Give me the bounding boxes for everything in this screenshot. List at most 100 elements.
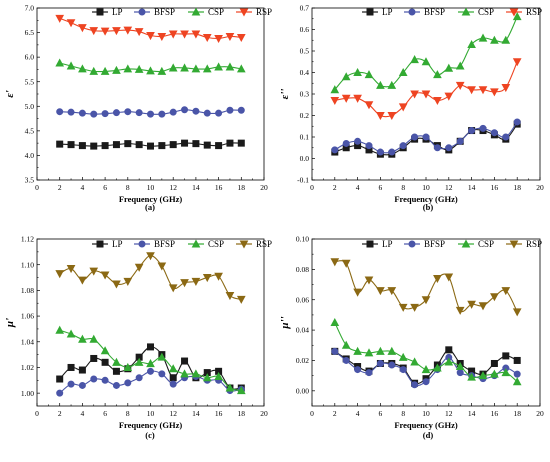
data-point — [56, 140, 64, 148]
y-tick-label: 0.7 — [300, 4, 310, 13]
data-point — [513, 356, 521, 364]
data-point — [422, 133, 430, 141]
data-point — [169, 380, 177, 388]
x-tick-label: 14 — [468, 409, 476, 418]
data-point — [513, 370, 521, 378]
x-tick-label: 16 — [215, 409, 223, 418]
data-point — [478, 302, 488, 311]
data-point — [410, 90, 419, 99]
data-point — [158, 142, 166, 150]
x-tick-label: 10 — [147, 183, 155, 192]
data-point — [215, 109, 223, 117]
data-point — [364, 70, 374, 79]
data-point — [55, 325, 65, 334]
legend-marker — [191, 7, 201, 16]
y-tick-label: 0.10 — [296, 235, 309, 244]
data-point — [134, 64, 144, 73]
legend-marker — [461, 7, 471, 16]
data-point — [421, 57, 431, 66]
data-point — [112, 367, 120, 375]
data-point — [180, 30, 189, 39]
x-tick-label: 18 — [513, 183, 521, 192]
legend-label: BFSP — [154, 7, 175, 17]
data-point — [421, 90, 431, 99]
y-tick-label: 6.5 — [25, 28, 35, 37]
data-point — [55, 14, 65, 23]
data-point — [225, 383, 235, 392]
data-point — [135, 109, 143, 117]
x-tick-label: 12 — [169, 409, 177, 418]
legend-label: BFSP — [424, 7, 445, 17]
data-point — [123, 362, 133, 371]
y-tick-label: 0.06 — [296, 295, 309, 304]
series-lp — [56, 139, 245, 150]
data-point — [89, 27, 99, 36]
data-point — [100, 346, 110, 355]
data-point — [181, 106, 189, 114]
y-tick-label: 7.0 — [25, 4, 35, 13]
data-point — [512, 58, 522, 67]
data-point — [479, 124, 487, 132]
data-point — [502, 133, 510, 141]
x-tick-label: 18 — [238, 409, 246, 418]
data-point — [90, 375, 98, 383]
data-point — [214, 272, 223, 281]
data-point — [112, 280, 121, 289]
y-tick-label: 0.02 — [296, 356, 309, 365]
x-tick-label: 6 — [103, 409, 107, 418]
data-point — [202, 33, 212, 43]
data-point — [157, 33, 167, 42]
legend-marker — [509, 8, 519, 17]
legend-marker — [191, 239, 201, 248]
data-point — [433, 96, 442, 106]
data-point — [330, 258, 340, 267]
data-point — [55, 270, 65, 279]
data-point — [191, 64, 201, 73]
data-point — [135, 374, 143, 382]
data-point — [478, 371, 488, 380]
data-point — [89, 267, 99, 276]
data-point — [123, 26, 133, 35]
data-point — [433, 144, 441, 152]
legend-label: RSP — [526, 239, 542, 249]
data-point — [101, 142, 109, 150]
y-tick-label: 0.2 — [300, 111, 310, 120]
data-point — [236, 386, 246, 395]
data-point — [354, 137, 362, 145]
legend-label: CSP — [208, 7, 224, 17]
data-point — [376, 80, 385, 89]
x-tick-label: 10 — [147, 409, 155, 418]
data-point — [147, 110, 154, 118]
x-tick-label: 12 — [445, 409, 453, 418]
y-tick-label: 0.08 — [296, 265, 309, 274]
x-tick-label: 0 — [35, 183, 39, 192]
legend: LP BFSP CSP RSP — [362, 7, 542, 17]
y-tick-label: 0.0 — [300, 154, 310, 163]
series-csp — [55, 58, 246, 75]
legend-marker — [96, 8, 104, 16]
data-point — [421, 365, 431, 374]
data-point — [364, 101, 374, 110]
data-point — [445, 346, 453, 354]
x-tick-label: 8 — [401, 183, 405, 192]
x-tick-label: 6 — [379, 409, 383, 418]
data-point — [101, 358, 109, 366]
data-point — [376, 346, 385, 355]
data-point — [124, 140, 132, 148]
series-csp — [330, 317, 522, 386]
x-tick-label: 8 — [126, 183, 130, 192]
data-point — [67, 108, 75, 116]
y-axis-label: μ'' — [279, 316, 291, 329]
legend-label: LP — [112, 7, 123, 17]
data-point — [100, 27, 110, 36]
legend-marker — [366, 8, 374, 16]
x-tick-label: 12 — [169, 183, 177, 192]
data-point — [226, 139, 234, 147]
legend-label: RSP — [256, 239, 272, 249]
x-tick-label: 10 — [422, 183, 430, 192]
data-point — [66, 19, 76, 28]
x-tick-label: 6 — [379, 183, 383, 192]
data-point — [180, 279, 189, 288]
data-point — [237, 139, 245, 147]
data-point — [135, 141, 143, 149]
